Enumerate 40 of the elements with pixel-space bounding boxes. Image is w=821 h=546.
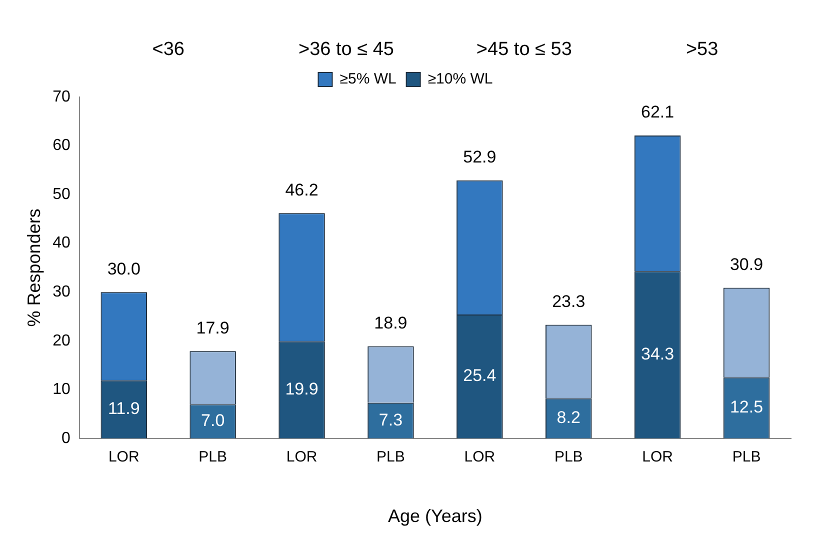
legend-label: ≥5% WL	[340, 70, 396, 88]
y-tick-label: 10	[52, 381, 70, 398]
total-label: 52.9	[463, 148, 496, 167]
x-tick-label: PLB	[198, 448, 227, 466]
total-label: 62.1	[641, 102, 674, 122]
y-axis-title: % Responders	[24, 208, 44, 327]
x-tick-label: LOR	[108, 448, 140, 466]
y-tick-label: 0	[61, 430, 70, 447]
x-tick-label: LOR	[642, 448, 674, 466]
total-label: 17.9	[196, 318, 230, 338]
data-label: 8.2	[556, 408, 580, 428]
x-tick-label: PLB	[554, 448, 583, 466]
text: >36 to ≤ 45	[298, 39, 394, 60]
data-label: 7.3	[378, 410, 403, 430]
x-tick-label: PLB	[376, 448, 405, 466]
y-tick-label: 60	[52, 137, 70, 154]
data-label: 34.3	[641, 344, 674, 364]
text: >53	[686, 39, 718, 60]
total-label: 30.0	[107, 259, 140, 278]
y-tick-label: 70	[52, 88, 70, 106]
y-tick-label: 40	[52, 234, 70, 252]
x-tick-label: LOR	[286, 448, 318, 466]
text: <36	[152, 39, 184, 60]
y-tick-label: 20	[52, 332, 70, 350]
data-label: 12.5	[730, 398, 764, 417]
x-tick-label: LOR	[464, 448, 496, 466]
data-label: 7.0	[201, 411, 225, 430]
y-tick-label: 30	[52, 283, 70, 300]
x-axis-title: Age (Years)	[388, 506, 482, 526]
total-label: 46.2	[285, 180, 318, 200]
y-tick-label: 50	[52, 186, 70, 203]
data-label: 11.9	[108, 399, 140, 418]
legend-label: ≥10% WL	[428, 70, 493, 88]
data-label: 25.4	[463, 366, 496, 386]
total-label: 23.3	[552, 292, 586, 311]
total-label: 18.9	[374, 313, 408, 332]
text: >45 to ≤ 53	[476, 39, 572, 60]
data-label: 19.9	[285, 380, 318, 399]
total-label: 30.9	[730, 254, 764, 274]
x-tick-label: PLB	[732, 448, 761, 466]
